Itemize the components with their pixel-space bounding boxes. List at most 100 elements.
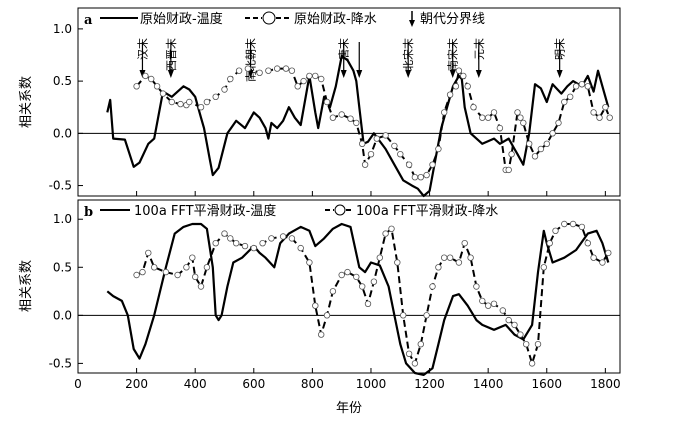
series-line-precipitation bbox=[136, 223, 610, 365]
precip-point bbox=[282, 65, 290, 72]
precip-point bbox=[534, 341, 542, 348]
precip-point bbox=[490, 300, 498, 307]
dynasty-marker: 南宋末 bbox=[446, 38, 460, 78]
y-tick-label: -0.5 bbox=[49, 356, 72, 370]
precip-point bbox=[329, 288, 337, 295]
legend-precip-marker bbox=[262, 11, 276, 25]
panel-a-ylabel: 相关系数 bbox=[19, 76, 34, 128]
precip-point bbox=[133, 271, 140, 279]
precip-point bbox=[552, 227, 559, 234]
y-tick-label: -0.5 bbox=[49, 179, 72, 193]
x-tick-label: 1600 bbox=[531, 377, 562, 391]
x-tick-label: 1800 bbox=[590, 377, 621, 391]
precip-point bbox=[590, 109, 597, 116]
precip-point bbox=[150, 264, 158, 271]
x-axis-label: 年份 bbox=[336, 401, 362, 416]
dynasty-marker: 南北朝末 bbox=[244, 38, 258, 82]
dynasty-arrow-icon bbox=[356, 70, 363, 78]
precip-point bbox=[606, 114, 613, 121]
precip-point bbox=[455, 67, 463, 74]
precip-point bbox=[318, 75, 325, 83]
precip-point bbox=[485, 114, 492, 121]
dynasty-markers: 汉末西晋末南北朝末唐末北宋末南宋末元末明末 bbox=[135, 38, 566, 82]
precip-point bbox=[241, 242, 249, 250]
precip-point bbox=[212, 239, 219, 247]
precip-point bbox=[417, 341, 424, 348]
precip-point bbox=[265, 67, 272, 74]
precip-point bbox=[191, 273, 199, 281]
precip-point bbox=[347, 115, 354, 122]
precip-point bbox=[452, 83, 460, 90]
precip-point bbox=[288, 235, 296, 242]
precip-point bbox=[479, 114, 486, 121]
dynasty-arrow-icon bbox=[340, 70, 347, 78]
precip-point bbox=[405, 161, 413, 168]
precip-point bbox=[323, 312, 331, 319]
x-tick-label: 1200 bbox=[414, 377, 445, 391]
precip-point bbox=[400, 312, 407, 319]
precip-point bbox=[268, 235, 275, 242]
precip-point bbox=[590, 254, 597, 261]
precip-point bbox=[567, 93, 574, 100]
x-tick-label: 400 bbox=[184, 377, 207, 391]
precip-point bbox=[344, 268, 351, 276]
precip-point bbox=[364, 300, 372, 307]
precip-point bbox=[569, 220, 577, 228]
precip-point bbox=[499, 307, 506, 314]
precip-point bbox=[274, 65, 281, 72]
precip-point bbox=[446, 91, 454, 98]
dynasty-arrow-icon bbox=[167, 70, 174, 78]
precip-point bbox=[423, 312, 430, 319]
precip-point bbox=[584, 83, 591, 90]
precip-point bbox=[485, 302, 492, 309]
precip-point bbox=[490, 109, 498, 116]
precip-point bbox=[359, 283, 366, 290]
legend-boundary-label: 朝代分界线 bbox=[420, 12, 485, 27]
precip-point bbox=[318, 331, 325, 338]
precip-point bbox=[189, 254, 196, 261]
dynasty-arrow-icon bbox=[475, 70, 482, 78]
panel-a-legend: 原始财政-温度 原始财政-降水 朝代分界线 bbox=[100, 11, 485, 27]
precip-point bbox=[382, 132, 389, 139]
precip-point bbox=[306, 259, 313, 266]
precip-point bbox=[555, 119, 562, 127]
precip-point bbox=[235, 67, 243, 74]
precip-point bbox=[203, 264, 211, 271]
precip-point bbox=[464, 83, 471, 90]
precip-point bbox=[323, 98, 331, 106]
dynasty-arrow-icon bbox=[556, 70, 563, 78]
precip-point bbox=[435, 145, 442, 153]
precip-point bbox=[461, 239, 468, 247]
precip-point bbox=[376, 254, 383, 261]
precip-point bbox=[397, 150, 404, 158]
x-tick-label: 1400 bbox=[473, 377, 504, 391]
precip-point bbox=[546, 239, 553, 247]
dynasty-marker: 元末 bbox=[472, 38, 486, 78]
precip-point bbox=[549, 130, 556, 137]
precip-point bbox=[496, 124, 504, 132]
precip-point bbox=[312, 72, 319, 80]
precip-point bbox=[168, 98, 175, 106]
precip-point bbox=[382, 230, 389, 237]
y-tick-label: 0.0 bbox=[53, 308, 72, 322]
precip-point bbox=[596, 114, 603, 121]
precip-point bbox=[441, 109, 448, 116]
precip-point bbox=[514, 109, 521, 116]
precip-point bbox=[578, 223, 586, 231]
y-tick-label: 0.5 bbox=[53, 74, 72, 88]
dynasty-arrow-icon bbox=[449, 70, 456, 78]
panel-a: a 原始财政-温度 原始财政-降水 朝代分界线 -0.5 0.0 0.5 1.0 汉末… bbox=[19, 7, 621, 198]
dynasty-arrow-icon bbox=[247, 70, 254, 78]
precip-point bbox=[429, 161, 436, 168]
precip-point bbox=[505, 316, 512, 324]
precip-point bbox=[183, 264, 190, 271]
series-line-precipitation bbox=[135, 67, 611, 179]
precip-point bbox=[197, 103, 205, 111]
legend-fft-precip-label: 100a FFT平滑财政-降水 bbox=[356, 204, 498, 219]
dynasty-marker: 西晋末 bbox=[164, 38, 178, 78]
precip-point bbox=[517, 114, 524, 121]
dynasty-marker: 明末 bbox=[553, 38, 567, 78]
precip-point bbox=[297, 244, 304, 252]
precip-point bbox=[520, 119, 527, 127]
